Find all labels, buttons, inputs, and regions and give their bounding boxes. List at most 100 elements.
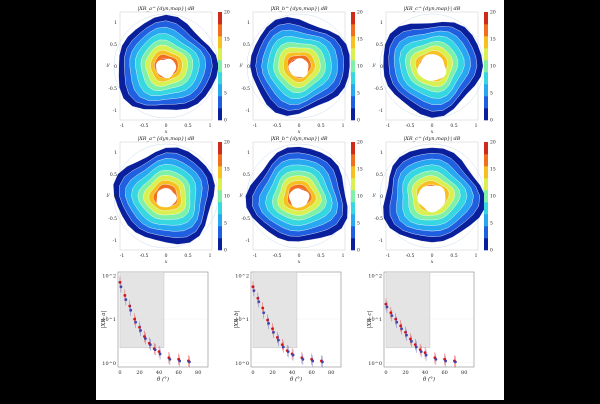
shaded-region xyxy=(385,271,431,349)
x-tick-label: 60 xyxy=(175,370,181,376)
figure-canvas: |XR_a^{dyn,map}| dB -1 -0.5 0 0.5 1 x 1 0.5 0 -0.5… xyxy=(101,5,496,383)
data-point-dynamic xyxy=(266,318,270,322)
colorbar-tick-label: 10 xyxy=(490,194,496,200)
data-point-static xyxy=(409,339,413,343)
map-xtick-label: -1 xyxy=(253,123,258,129)
data-point-dynamic xyxy=(384,302,388,306)
x-tick-label: 20 xyxy=(269,370,275,376)
data-point-static xyxy=(419,350,423,354)
colorbar-segment xyxy=(351,190,355,203)
colorbar-tick-label: 0 xyxy=(357,248,360,254)
map-xtick-label: 0 xyxy=(431,253,434,259)
y-tick-label: 10^0 xyxy=(102,360,116,367)
map-xtick-label: -1 xyxy=(253,253,258,259)
map-xtick-label: 0.5 xyxy=(317,253,324,259)
colorbar-segment xyxy=(351,178,355,191)
colorbar-tick-label: 15 xyxy=(224,167,230,173)
colorbar-tick-label: 20 xyxy=(490,10,496,16)
map-xlabel: x xyxy=(298,259,301,265)
x-tick-label: 60 xyxy=(308,370,314,376)
y-tick-label: 10^0 xyxy=(235,360,249,367)
colorbar-tick-label: 0 xyxy=(357,118,360,124)
map-ytick-label: 0.5 xyxy=(243,42,250,48)
colorbar-segment xyxy=(484,226,488,239)
map-ytick-label: -0.5 xyxy=(241,216,250,222)
data-point-static xyxy=(434,357,438,361)
x-tick-label: 20 xyxy=(136,370,142,376)
contour-saturated-region xyxy=(288,58,309,78)
map-title: |XR_c^{dyn,map}| dB xyxy=(404,135,461,142)
map-ytick-label: -1 xyxy=(246,108,251,114)
map-title: |XR_a^{dyn,map}| dB xyxy=(138,135,195,142)
x-tick-label: 0 xyxy=(118,370,121,376)
colorbar-segment xyxy=(484,36,488,49)
map-ytick-label: 1 xyxy=(380,150,383,156)
data-point-static xyxy=(188,360,191,364)
x-tick-label: 60 xyxy=(441,370,447,376)
colorbar-segment xyxy=(351,166,355,179)
colorbar-segment xyxy=(484,24,488,37)
colorbar-tick-label: 15 xyxy=(357,37,363,43)
colorbar-segment xyxy=(218,178,222,191)
colorbar-segment xyxy=(484,178,488,191)
data-point-dynamic xyxy=(138,325,141,329)
data-point-static xyxy=(272,330,275,334)
map-xtick-label: 1 xyxy=(342,123,345,129)
x-axis-label: θ (°) xyxy=(157,376,169,383)
colorbar-tick-label: 5 xyxy=(224,91,227,97)
colorbar-segment xyxy=(218,12,222,25)
map-xtick-label: 0 xyxy=(165,253,168,259)
map-ytick-label: -1 xyxy=(379,238,384,244)
map-xtick-label: 1 xyxy=(342,253,345,259)
colorbar-segment xyxy=(351,214,355,227)
map-xlabel: x xyxy=(431,129,434,135)
contour-saturated-region xyxy=(417,185,446,213)
map-xtick-label: -1 xyxy=(120,123,125,129)
map-ylabel: y xyxy=(239,192,243,198)
data-point-static xyxy=(148,343,152,347)
map-ytick-label: 0.5 xyxy=(110,172,117,178)
data-point-static xyxy=(267,321,271,325)
data-point-dynamic xyxy=(413,343,417,347)
colorbar-segment xyxy=(218,166,222,179)
map-xlabel: x xyxy=(165,259,168,265)
map-ytick-label: 0.5 xyxy=(110,42,117,48)
data-point-dynamic xyxy=(394,317,398,321)
map-ytick-label: 0.5 xyxy=(376,42,383,48)
contour-saturated-region xyxy=(417,54,447,81)
map-ytick-label: 0 xyxy=(247,194,250,200)
colorbar-segment xyxy=(218,24,222,37)
map-xtick-label: 0.5 xyxy=(450,123,457,129)
data-point-static xyxy=(291,353,295,357)
map-xtick-label: 0.5 xyxy=(317,123,324,129)
colorbar-segment xyxy=(351,96,355,109)
y-axis-label: |XR_c| xyxy=(367,311,373,329)
y-tick-label: 10^0 xyxy=(368,360,382,367)
colorbar-segment xyxy=(351,226,355,239)
map-title: |XR_a^{dyn,map}| dB xyxy=(138,5,195,12)
colorbar-segment xyxy=(218,72,222,85)
data-point-dynamic xyxy=(133,317,137,321)
shaded-region xyxy=(119,271,165,349)
colorbar-tick-label: 20 xyxy=(490,140,496,146)
contour-saturated-region xyxy=(288,188,310,208)
colorbar-tick-label: 5 xyxy=(357,221,360,227)
colorbar-tick-label: 15 xyxy=(357,167,363,173)
map-ytick-label: 1 xyxy=(114,150,117,156)
map-xtick-label: 0.5 xyxy=(184,123,191,129)
colorbar-segment xyxy=(351,60,355,73)
map-ytick-label: 0.5 xyxy=(243,172,250,178)
contour-map-4: |XR_a^{dyn,map}| dB -1 -0.5 0 0.5 1 x 1 0.5 0 -0.5… xyxy=(106,135,230,265)
data-point-static xyxy=(424,353,428,357)
map-ytick-label: -0.5 xyxy=(108,216,117,222)
data-point-dynamic xyxy=(251,285,255,289)
map-ylabel: y xyxy=(372,62,376,68)
colorbar-segment xyxy=(218,96,222,109)
colorbar-segment xyxy=(218,154,222,167)
colorbar-segment xyxy=(218,48,222,61)
map-xtick-label: -0.5 xyxy=(140,123,149,129)
data-point-static xyxy=(444,359,448,363)
data-point-static xyxy=(143,337,147,340)
map-ytick-label: 0 xyxy=(247,64,250,70)
map-xtick-label: 0.5 xyxy=(184,253,191,259)
